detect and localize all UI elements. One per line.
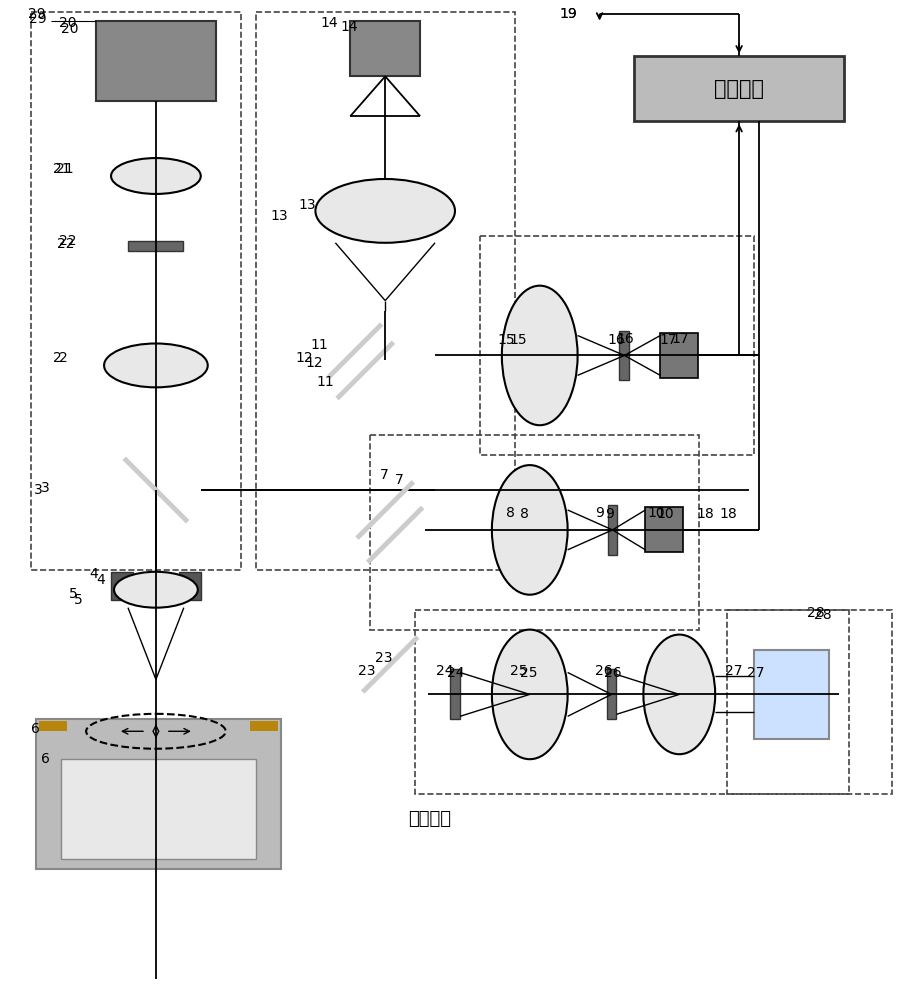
Text: 14: 14: [320, 16, 337, 30]
Text: 13: 13: [299, 198, 316, 212]
Text: 振动样品: 振动样品: [408, 810, 451, 828]
Text: 18: 18: [718, 507, 736, 521]
Text: 19: 19: [559, 7, 576, 21]
Ellipse shape: [502, 286, 577, 425]
Text: 10: 10: [647, 506, 664, 520]
Bar: [370, 435, 698, 630]
Text: 28: 28: [806, 606, 824, 620]
Text: 21: 21: [56, 162, 74, 176]
Text: 6: 6: [41, 752, 51, 766]
Text: 4: 4: [96, 573, 105, 587]
Ellipse shape: [315, 179, 455, 243]
Text: 差动相减: 差动相减: [713, 79, 763, 99]
Bar: [659, 333, 697, 378]
Text: 12: 12: [305, 356, 323, 370]
Ellipse shape: [114, 572, 198, 608]
Text: 23: 23: [375, 651, 392, 665]
Bar: [249, 721, 277, 731]
Text: 24: 24: [446, 666, 464, 680]
Text: 10: 10: [656, 507, 673, 521]
Text: 17: 17: [670, 332, 688, 346]
Bar: [111, 572, 133, 600]
Bar: [350, 21, 419, 76]
Text: 8: 8: [520, 507, 528, 521]
Ellipse shape: [492, 465, 567, 595]
Text: 15: 15: [510, 333, 527, 347]
Text: 4: 4: [89, 567, 97, 581]
Bar: [96, 21, 216, 101]
Bar: [753, 650, 828, 739]
Bar: [726, 610, 890, 794]
Text: 18: 18: [695, 507, 713, 521]
Bar: [606, 669, 616, 719]
Text: 14: 14: [340, 20, 357, 34]
Text: 16: 16: [607, 333, 624, 347]
Bar: [179, 572, 200, 600]
Bar: [36, 719, 281, 869]
Text: 15: 15: [497, 333, 515, 347]
Text: 29: 29: [28, 7, 46, 21]
Bar: [415, 610, 848, 794]
Text: 13: 13: [271, 209, 288, 223]
Text: 17: 17: [658, 333, 676, 347]
Text: 22: 22: [60, 234, 77, 248]
Text: 2: 2: [53, 351, 62, 365]
Text: 9: 9: [605, 507, 613, 521]
Bar: [449, 669, 459, 719]
Text: 25: 25: [520, 666, 537, 680]
Text: 20: 20: [60, 16, 77, 30]
Bar: [645, 507, 683, 552]
Text: 5: 5: [74, 593, 83, 607]
Text: 3: 3: [41, 481, 50, 495]
Text: 6: 6: [32, 722, 40, 736]
Text: 21: 21: [53, 162, 70, 176]
Text: 28: 28: [813, 608, 831, 622]
Ellipse shape: [643, 635, 714, 754]
Bar: [255, 12, 514, 570]
Bar: [39, 721, 67, 731]
Text: 19: 19: [559, 7, 576, 21]
Bar: [128, 241, 183, 251]
Text: 11: 11: [316, 375, 334, 389]
Bar: [634, 56, 842, 121]
Text: 26: 26: [603, 666, 621, 680]
Text: 25: 25: [510, 664, 527, 678]
Text: 23: 23: [358, 664, 375, 678]
Bar: [61, 759, 255, 859]
Bar: [479, 236, 753, 455]
Text: 9: 9: [595, 506, 603, 520]
Text: 26: 26: [594, 664, 612, 678]
Bar: [607, 505, 617, 555]
Ellipse shape: [111, 158, 200, 194]
Ellipse shape: [492, 630, 567, 759]
Bar: [619, 331, 629, 380]
Text: 2: 2: [60, 351, 68, 365]
Text: 16: 16: [616, 332, 633, 346]
Text: 22: 22: [57, 237, 75, 251]
Ellipse shape: [104, 343, 207, 387]
Text: 8: 8: [505, 506, 514, 520]
Bar: [32, 12, 241, 570]
Text: 27: 27: [724, 664, 741, 678]
Text: 5: 5: [69, 587, 78, 601]
Text: 11: 11: [310, 338, 327, 352]
Text: 12: 12: [295, 351, 313, 365]
Text: 27: 27: [746, 666, 764, 680]
Text: 29: 29: [29, 12, 47, 26]
Text: 24: 24: [436, 664, 453, 678]
Text: 7: 7: [395, 473, 403, 487]
Text: 7: 7: [380, 468, 389, 482]
Text: 3: 3: [34, 483, 43, 497]
Text: 20: 20: [61, 22, 78, 36]
